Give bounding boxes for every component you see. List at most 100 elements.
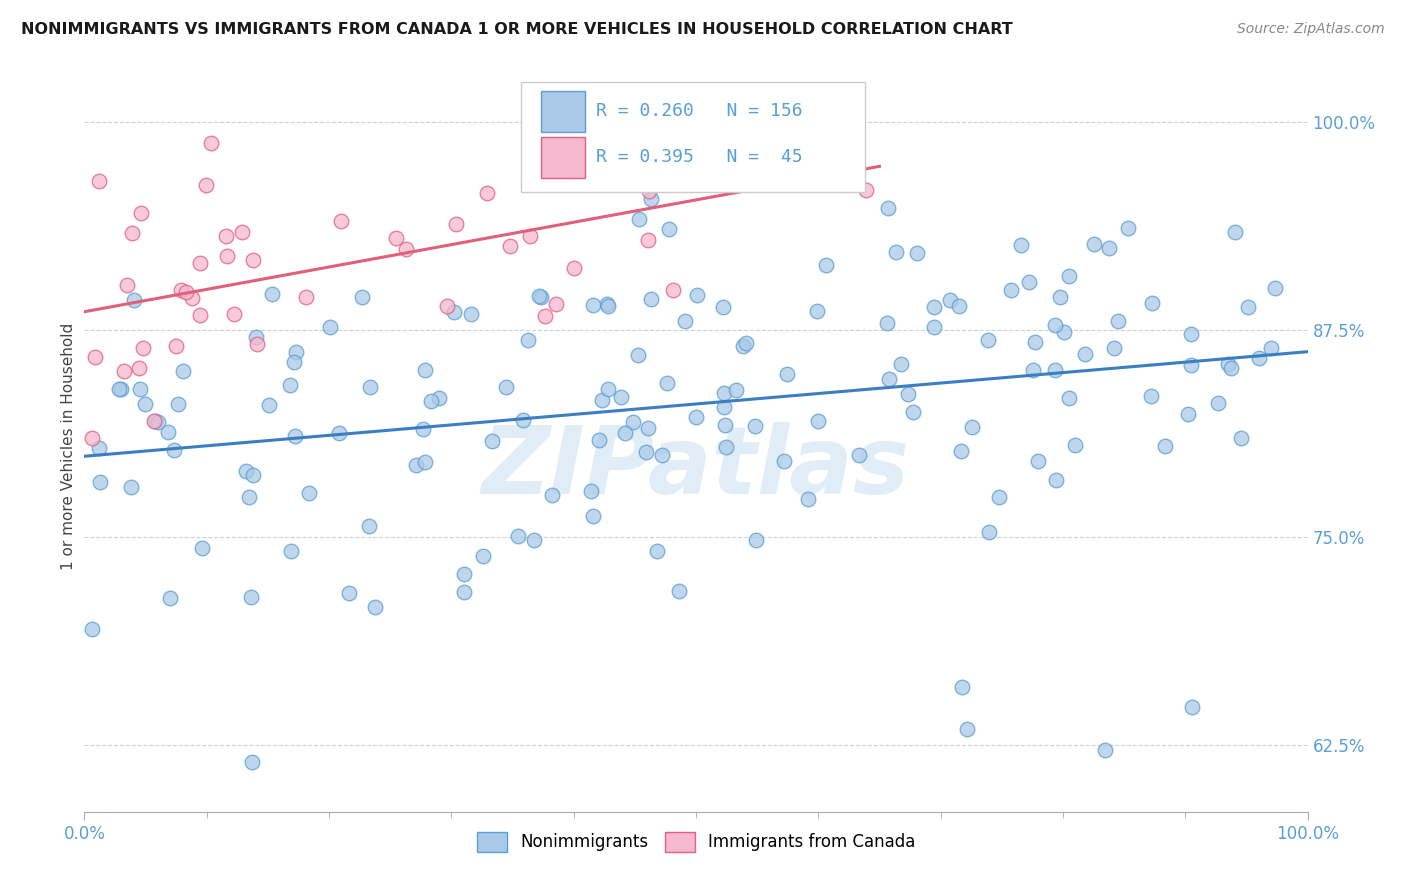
Point: [955, 722, 977, 736]
Point: [598, 382, 620, 396]
Point: [1154, 439, 1177, 453]
Point: [350, 289, 373, 303]
Point: [84, 350, 107, 364]
Point: [658, 222, 681, 236]
Point: [191, 541, 214, 556]
Point: [582, 508, 605, 523]
Point: [246, 337, 269, 351]
Point: [621, 415, 644, 429]
Point: [284, 429, 307, 443]
Point: [1102, 342, 1125, 356]
Point: [443, 305, 465, 319]
Point: [174, 285, 197, 300]
Point: [1000, 283, 1022, 297]
Point: [713, 400, 735, 414]
Point: [1045, 362, 1067, 376]
Point: [651, 448, 673, 462]
Point: [231, 225, 253, 239]
Point: [714, 440, 737, 454]
Point: [359, 379, 381, 393]
Point: [731, 339, 754, 353]
Point: [775, 367, 797, 381]
Point: [610, 390, 633, 404]
Legend: Nonimmigrants, Immigrants from Canada: Nonimmigrants, Immigrants from Canada: [470, 826, 922, 858]
Point: [640, 292, 662, 306]
Point: [884, 245, 907, 260]
Point: [475, 186, 498, 201]
Point: [283, 354, 305, 368]
Point: [128, 382, 150, 396]
Point: [1045, 473, 1067, 487]
Text: NONIMMIGRANTS VS IMMIGRANTS FROM CANADA 1 OR MORE VEHICLES IN HOUSEHOLD CORRELAT: NONIMMIGRANTS VS IMMIGRANTS FROM CANADA …: [21, 22, 1012, 37]
Point: [527, 289, 550, 303]
Point: [188, 308, 211, 322]
Point: [420, 394, 443, 409]
Point: [655, 376, 678, 390]
Point: [1206, 395, 1229, 409]
Point: [1230, 431, 1253, 445]
Point: [848, 448, 870, 462]
Point: [1236, 301, 1258, 315]
Point: [596, 297, 619, 311]
Point: [278, 378, 301, 392]
FancyBboxPatch shape: [541, 137, 585, 178]
Point: [877, 372, 900, 386]
Point: [245, 329, 267, 343]
Point: [238, 490, 260, 504]
Point: [453, 566, 475, 581]
Point: [1057, 391, 1080, 405]
Point: [685, 409, 707, 424]
Point: [977, 333, 1000, 347]
Text: R = 0.260   N = 156: R = 0.260 N = 156: [596, 102, 803, 120]
Point: [1043, 318, 1066, 332]
Point: [1260, 341, 1282, 355]
Point: [1026, 453, 1049, 467]
Point: [962, 420, 984, 434]
Point: [82, 622, 104, 636]
Point: [522, 533, 544, 548]
Point: [242, 467, 264, 482]
Point: [588, 433, 610, 447]
Point: [562, 260, 585, 275]
Point: [298, 485, 321, 500]
Point: [546, 296, 568, 310]
Point: [1220, 361, 1243, 376]
Point: [775, 158, 797, 172]
Point: [240, 755, 263, 769]
Point: [1247, 351, 1270, 365]
Point: [627, 211, 650, 226]
FancyBboxPatch shape: [522, 82, 865, 192]
Point: [1018, 275, 1040, 289]
Point: [413, 363, 436, 377]
Point: [703, 150, 725, 164]
Point: [1223, 225, 1246, 239]
Point: [844, 139, 866, 153]
Point: [1022, 362, 1045, 376]
Point: [156, 425, 179, 439]
Point: [1057, 269, 1080, 284]
Point: [472, 549, 495, 564]
Point: [132, 341, 155, 355]
Point: [1053, 325, 1076, 339]
Point: [806, 303, 828, 318]
Point: [284, 344, 307, 359]
Point: [436, 299, 458, 313]
Point: [627, 348, 650, 362]
Point: [614, 425, 637, 440]
Point: [1140, 296, 1163, 310]
Point: [512, 413, 534, 427]
Point: [950, 444, 973, 458]
Point: [429, 391, 451, 405]
Point: [1107, 314, 1129, 328]
Point: [195, 178, 218, 192]
Point: [1049, 290, 1071, 304]
Point: [405, 458, 427, 472]
Point: [143, 414, 166, 428]
Point: [172, 364, 194, 378]
Point: [540, 488, 562, 502]
Point: [1116, 220, 1139, 235]
Point: [481, 434, 503, 448]
Point: [200, 136, 222, 150]
Text: ZIPatlas: ZIPatlas: [482, 422, 910, 514]
Point: [582, 298, 605, 312]
